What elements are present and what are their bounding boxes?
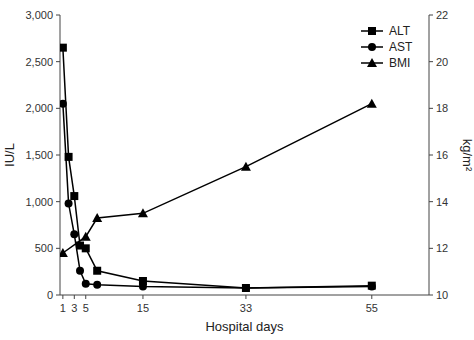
x-tick (62, 295, 63, 299)
series-line (63, 104, 372, 253)
y2-tick-label: 12 (436, 242, 448, 254)
y-axis-label: IU/L (2, 143, 17, 167)
series-line (63, 104, 372, 288)
x-axis-label: Hospital days (205, 319, 284, 334)
point (93, 267, 101, 275)
y2-tick (429, 201, 433, 202)
y2-tick (429, 155, 433, 156)
y-tick-label: 1,000 (25, 196, 53, 208)
legend-swatch (361, 58, 383, 67)
y2-tick (429, 15, 433, 16)
x-tick-label: 3 (71, 302, 77, 314)
x-tick (142, 295, 143, 299)
point (368, 282, 376, 290)
point (60, 100, 67, 108)
y-tick-label: 2,000 (25, 102, 53, 114)
x-tick (245, 295, 246, 299)
y-tick-label: 1,500 (25, 149, 53, 161)
y2-axis-label: kg/m² (460, 139, 474, 172)
point (139, 283, 147, 291)
y-tick-label: 0 (47, 289, 53, 301)
x-tick (371, 295, 372, 299)
y2-tick (429, 295, 433, 296)
y2-tick-label: 10 (436, 289, 448, 301)
legend: ALT AST BMI (361, 24, 413, 70)
y-tick (56, 108, 60, 109)
legend-marker (368, 43, 376, 51)
chart: 135 15 33 55 0 500 1,000 1,500 2,000 2,500 3,000 10… (0, 0, 474, 340)
y2-tick-label: 20 (436, 56, 448, 68)
y-tick-label: 500 (35, 242, 53, 254)
point (76, 267, 84, 275)
point (82, 280, 90, 288)
y2-tick-label: 18 (436, 102, 448, 114)
x-tick-label: 5 (83, 302, 89, 314)
x-axis-line (60, 295, 429, 296)
point (367, 99, 377, 108)
legend-label: BMI (389, 56, 410, 70)
y2-tick (429, 61, 433, 62)
point (368, 283, 376, 291)
y-tick-label: 2,500 (25, 56, 53, 68)
x-tick-label: 1 (60, 302, 66, 314)
point (81, 232, 91, 241)
y-tick-label: 3,000 (25, 9, 53, 21)
y2-tick (429, 248, 433, 249)
legend-marker (368, 27, 376, 35)
point (60, 248, 68, 257)
point (82, 244, 90, 252)
y2-tick-label: 22 (436, 9, 448, 21)
point (93, 281, 101, 289)
legend-marker (367, 58, 377, 67)
point (60, 44, 67, 52)
point (70, 192, 78, 200)
y2-tick-label: 14 (436, 196, 448, 208)
point (241, 162, 251, 171)
point (242, 284, 250, 292)
point (65, 200, 73, 208)
point (70, 230, 78, 238)
y-tick (56, 201, 60, 202)
point (92, 213, 102, 222)
x-tick-label: 55 (366, 302, 378, 314)
y-tick (56, 155, 60, 156)
x-tick (74, 295, 75, 299)
plot-area (60, 44, 377, 292)
legend-label: AST (389, 40, 413, 54)
y2-tick-label: 16 (436, 149, 448, 161)
legend-label: ALT (389, 24, 411, 38)
series-line (63, 48, 372, 288)
y-tick (56, 15, 60, 16)
x-tick (85, 295, 86, 299)
y-tick (56, 248, 60, 249)
y-tick (56, 61, 60, 62)
point (138, 208, 148, 217)
legend-swatch (361, 43, 383, 51)
y2-tick (429, 108, 433, 109)
x-tick-label: 33 (240, 302, 252, 314)
y-tick (56, 295, 60, 296)
legend-swatch (361, 27, 383, 35)
point (242, 284, 250, 292)
x-tick-label: 15 (137, 302, 149, 314)
axes: 135 15 33 55 0 500 1,000 1,500 2,000 2,500 3,000 10… (25, 9, 448, 314)
